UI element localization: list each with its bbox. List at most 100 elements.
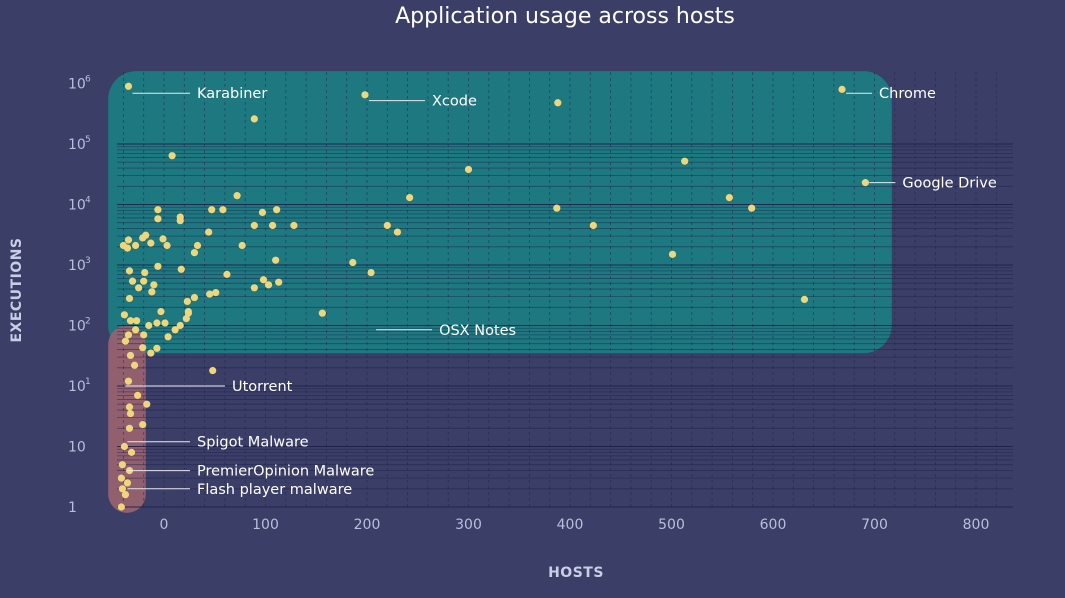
data-points bbox=[117, 82, 869, 511]
annotation-label: Flash player malware bbox=[197, 482, 352, 498]
data-point bbox=[748, 204, 756, 212]
data-point bbox=[264, 281, 273, 289]
data-point bbox=[126, 351, 135, 360]
data-point bbox=[318, 309, 326, 317]
data-point bbox=[117, 474, 125, 482]
data-point bbox=[157, 307, 165, 316]
data-point bbox=[143, 400, 151, 408]
data-point bbox=[554, 99, 562, 107]
data-point bbox=[125, 267, 134, 275]
data-point bbox=[164, 333, 172, 341]
highlight-regions bbox=[108, 71, 892, 513]
data-point bbox=[190, 249, 199, 257]
data-point bbox=[250, 115, 258, 123]
data-point bbox=[135, 284, 143, 292]
data-point bbox=[589, 221, 597, 230]
y-tick-label: 10 bbox=[68, 198, 86, 214]
data-point bbox=[145, 321, 153, 330]
data-point bbox=[153, 319, 161, 327]
x-tick-label: 100 bbox=[252, 517, 279, 533]
data-point bbox=[125, 403, 134, 411]
data-point bbox=[208, 206, 216, 214]
data-point bbox=[124, 82, 133, 90]
data-point bbox=[168, 152, 176, 160]
data-point bbox=[193, 241, 202, 250]
x-tick-label: 300 bbox=[455, 517, 482, 533]
annotation-label: Google Drive bbox=[902, 176, 996, 192]
annotation-label: Karabiner bbox=[197, 86, 267, 102]
data-point bbox=[141, 268, 149, 277]
y-tick-exponent: 1 bbox=[85, 377, 91, 387]
y-tick-label: 10 bbox=[68, 77, 86, 93]
y-tick-label: 10 bbox=[68, 319, 86, 335]
x-tick-label: 200 bbox=[354, 517, 381, 533]
data-point bbox=[127, 448, 136, 456]
data-point bbox=[147, 349, 155, 357]
annotation-label: Utorrent bbox=[232, 379, 293, 395]
data-point bbox=[147, 239, 155, 247]
data-point bbox=[130, 361, 139, 369]
data-point bbox=[183, 297, 191, 306]
data-point bbox=[154, 215, 162, 223]
y-tick-label: 1 bbox=[68, 500, 77, 516]
data-point bbox=[367, 268, 375, 277]
data-point bbox=[273, 206, 281, 214]
data-point bbox=[681, 157, 689, 165]
y-axis-title: EXECUTIONS bbox=[9, 237, 25, 342]
data-point bbox=[182, 315, 190, 323]
x-tick-label: 700 bbox=[861, 517, 888, 533]
data-point bbox=[118, 485, 126, 493]
y-tick-exponent: 3 bbox=[85, 256, 91, 266]
data-point bbox=[206, 290, 214, 298]
y-tick-label: 10 bbox=[68, 137, 86, 153]
chart-title: Application usage across hosts bbox=[395, 4, 735, 29]
y-tick-label: 10 bbox=[68, 379, 86, 395]
data-point bbox=[171, 326, 179, 334]
data-point bbox=[120, 311, 129, 319]
plot-gridlines bbox=[117, 72, 1013, 508]
data-point bbox=[132, 317, 141, 325]
data-point bbox=[176, 321, 184, 330]
data-point bbox=[131, 326, 140, 334]
data-point bbox=[393, 228, 402, 236]
data-point bbox=[361, 91, 369, 99]
data-point bbox=[238, 241, 246, 250]
data-point bbox=[861, 179, 869, 187]
data-point bbox=[725, 194, 733, 202]
data-point bbox=[212, 288, 220, 297]
annotation-label: Chrome bbox=[879, 86, 936, 102]
data-point bbox=[142, 231, 150, 239]
data-point bbox=[161, 319, 169, 327]
data-point bbox=[163, 241, 171, 250]
data-point bbox=[125, 424, 134, 432]
data-point bbox=[383, 221, 391, 230]
annotation-label: Xcode bbox=[432, 94, 477, 110]
data-point bbox=[154, 206, 162, 214]
data-point bbox=[124, 331, 133, 339]
x-tick-label: 600 bbox=[760, 517, 787, 533]
data-point bbox=[259, 276, 268, 284]
data-point bbox=[553, 204, 561, 212]
data-point bbox=[209, 366, 217, 375]
data-point bbox=[406, 194, 414, 202]
data-point bbox=[275, 278, 283, 286]
data-point bbox=[123, 244, 132, 252]
data-point bbox=[250, 284, 258, 292]
annotation-label: Spigot Malware bbox=[197, 435, 309, 451]
x-tick-label: 500 bbox=[658, 517, 685, 533]
data-point bbox=[121, 337, 130, 345]
data-point bbox=[153, 344, 161, 352]
x-tick-label: 400 bbox=[557, 517, 584, 533]
x-axis-title: HOSTS bbox=[548, 565, 604, 581]
data-point bbox=[117, 503, 125, 511]
x-tick-label: 0 bbox=[160, 517, 169, 533]
y-tick-exponent: 2 bbox=[85, 317, 91, 327]
data-point bbox=[121, 491, 130, 499]
data-point bbox=[269, 221, 277, 230]
data-point bbox=[128, 277, 137, 285]
data-point bbox=[124, 377, 133, 385]
data-point bbox=[800, 295, 809, 304]
region-common-apps bbox=[108, 71, 892, 354]
